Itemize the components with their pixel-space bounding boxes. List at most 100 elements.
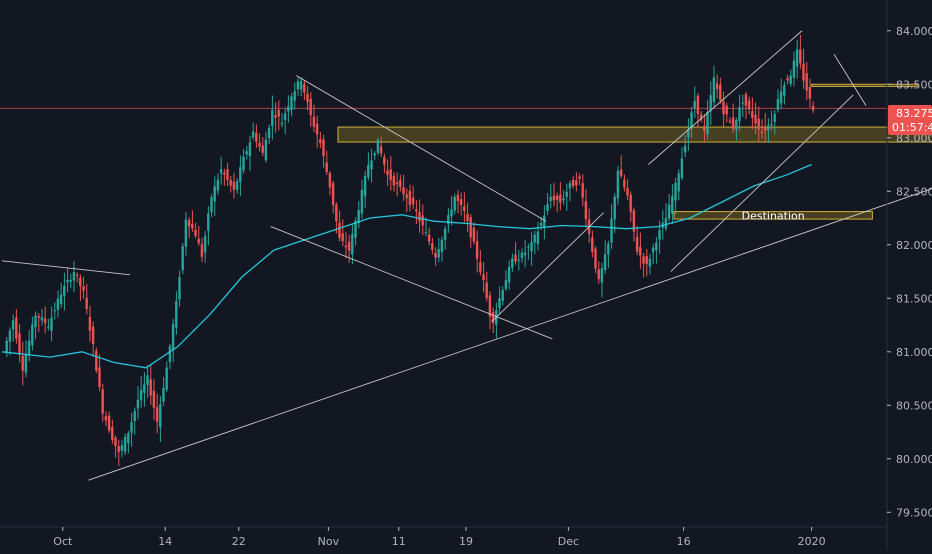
candle-body <box>43 318 47 323</box>
candle-body <box>719 84 722 101</box>
candle-body <box>658 230 661 240</box>
candle-body <box>293 91 296 101</box>
price-tick-label: 81.500 <box>896 292 932 305</box>
candle-body <box>459 199 463 205</box>
trendline-2 <box>296 75 547 222</box>
candle-body <box>75 274 79 276</box>
last-price-label: 83.275 <box>896 107 932 120</box>
candle-body <box>626 188 629 196</box>
candle-body <box>706 112 709 135</box>
candle-body <box>127 433 130 444</box>
candle-body <box>517 259 520 261</box>
candle-body <box>696 95 700 115</box>
candle-body <box>523 252 527 256</box>
candle-body <box>309 98 312 116</box>
candle-body <box>482 274 485 281</box>
candle-body <box>613 196 616 220</box>
time-tick-label: 22 <box>232 535 246 548</box>
candle-body <box>408 190 412 206</box>
candle-body <box>203 235 207 253</box>
plot-area[interactable]: Destination <box>0 30 932 481</box>
candle-body <box>21 355 24 371</box>
candle-body <box>597 269 600 280</box>
candle-body <box>235 181 239 190</box>
candle-body <box>655 242 658 251</box>
price-tick-label: 84.000 <box>896 25 932 38</box>
candle-body <box>31 324 34 346</box>
candle-body <box>664 217 668 229</box>
candle-body <box>639 247 642 256</box>
candle-body <box>712 77 716 102</box>
price-axis[interactable]: 79.500 80.000 80.500 81.000 81.500 82.000 82.5… <box>887 25 932 520</box>
candle-body <box>543 215 546 228</box>
candle-body <box>479 262 482 272</box>
candle-body <box>763 127 767 131</box>
candle-body <box>687 129 690 137</box>
candle-body <box>530 242 533 252</box>
candle-body <box>693 100 696 109</box>
candle-body <box>456 194 460 201</box>
candle-body <box>533 234 536 243</box>
candle-body <box>555 195 559 200</box>
candle-body <box>767 125 770 131</box>
candle-body <box>187 220 191 227</box>
candle-body <box>207 213 210 231</box>
candle-body <box>56 298 60 310</box>
candle-body <box>136 399 140 409</box>
candle-body <box>735 120 738 130</box>
candle-body <box>210 197 213 213</box>
candle-body <box>111 426 114 441</box>
candle-body <box>11 320 15 330</box>
candle-body <box>437 249 440 258</box>
candle-body <box>165 367 168 390</box>
price-tick-label: 82.500 <box>896 185 932 198</box>
candle-body <box>466 213 469 221</box>
candle-body <box>565 191 568 197</box>
price-tick-label: 79.500 <box>896 506 932 519</box>
price-tick-label: 81.000 <box>896 346 932 359</box>
time-axis[interactable]: Oct 14 22 Nov 11 19 Dec 16 2020 <box>53 527 826 548</box>
candle-body <box>181 246 184 271</box>
candle-body <box>386 170 389 175</box>
candle-body <box>143 384 146 393</box>
candle-body <box>347 241 351 251</box>
candle-body <box>546 204 549 211</box>
candle-body <box>107 415 111 431</box>
candle-body <box>114 437 117 446</box>
candle-body <box>552 195 556 201</box>
candle-body <box>536 231 540 244</box>
candle-body <box>197 238 200 244</box>
candle-body <box>808 87 812 99</box>
candle-body <box>571 179 575 187</box>
candle-body <box>584 201 588 220</box>
candle-body <box>229 179 232 186</box>
candle-body <box>760 131 764 134</box>
candle-body <box>8 330 12 342</box>
candle-body <box>312 116 316 127</box>
candle-body <box>303 83 306 93</box>
candle-body <box>338 222 341 239</box>
candle-body <box>245 151 248 155</box>
candle-body <box>677 173 680 192</box>
candle-body <box>383 156 386 165</box>
candle-body <box>223 172 226 175</box>
candle-body <box>629 194 632 212</box>
candle-body <box>123 436 127 452</box>
candle-body <box>15 317 18 339</box>
candle-body <box>162 387 165 402</box>
candle-body <box>344 245 348 248</box>
candle-body <box>18 333 21 354</box>
candle-body <box>242 156 245 171</box>
candle-body <box>651 247 655 253</box>
time-tick-label: Dec <box>558 535 579 548</box>
candle-body <box>450 209 453 217</box>
candle-body <box>415 209 418 212</box>
candle-body <box>511 258 514 268</box>
candle-body <box>130 422 133 433</box>
candle-body <box>88 316 92 331</box>
candle-body <box>559 194 562 203</box>
candle-body <box>315 123 319 135</box>
candle-body <box>335 204 338 222</box>
